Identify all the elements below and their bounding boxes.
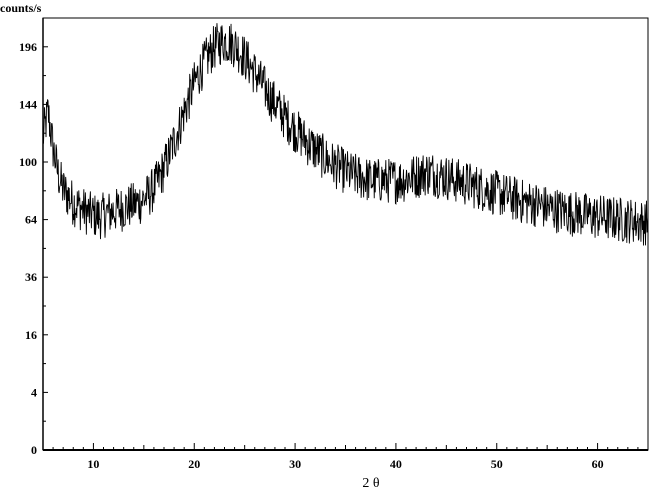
x-axis-ticks: 10 20 30 40 50 60 <box>42 443 649 471</box>
y-tick-label: 4 <box>31 385 37 399</box>
plot-frame <box>42 17 649 451</box>
y-tick-label: 100 <box>19 155 37 169</box>
series-layer <box>42 23 649 246</box>
x-tick-label: 10 <box>87 457 99 471</box>
y-axis-ticks: 0 4 16 36 64 100 144 196 <box>19 40 48 457</box>
x-axis-title: 2 θ <box>362 476 380 490</box>
y-tick-label: 64 <box>25 213 37 227</box>
x-tick-label: 50 <box>491 457 503 471</box>
series-line <box>42 23 649 246</box>
x-tick-label: 60 <box>592 457 604 471</box>
x-tick-label: 40 <box>390 457 402 471</box>
y-tick-label: 36 <box>25 270 37 284</box>
x-tick-label: 20 <box>188 457 200 471</box>
y-axis-unit-label: counts/s <box>0 1 42 15</box>
plot-border <box>42 17 649 451</box>
y-tick-label: 16 <box>25 328 37 342</box>
y-tick-label: 144 <box>19 97 37 111</box>
x-tick-label: 30 <box>289 457 301 471</box>
y-tick-label: 0 <box>31 443 37 457</box>
y-tick-label: 196 <box>19 40 37 54</box>
